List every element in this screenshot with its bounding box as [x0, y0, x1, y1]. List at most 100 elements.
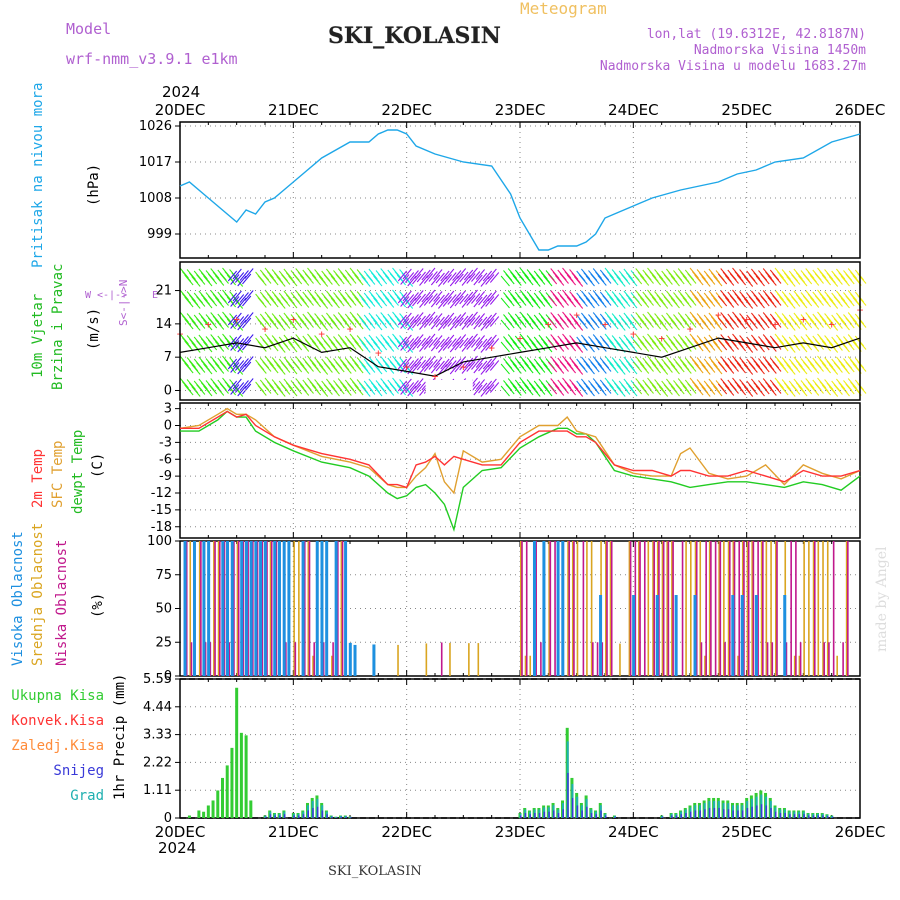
wind-label-1: 10m Vjetar [30, 294, 46, 378]
wind-barb [419, 363, 429, 374]
wind-barb [281, 384, 291, 395]
wind-barb [445, 312, 455, 324]
wind-barb [414, 290, 424, 301]
wind-barb [435, 360, 445, 372]
wind-barb [640, 341, 650, 352]
wind-barb [487, 356, 497, 368]
cloud-bar [554, 541, 556, 676]
cloud-bar [322, 642, 325, 676]
wind-barb [602, 361, 612, 372]
cloud-bar [331, 655, 333, 676]
wind-barb [404, 338, 415, 349]
wind-barb [475, 269, 485, 280]
wind-barb [342, 385, 352, 396]
wind-barb [471, 293, 481, 304]
wind-barb [590, 361, 600, 373]
wind-barb [463, 357, 474, 369]
wind-barb [663, 296, 673, 307]
wind-barb [663, 362, 673, 373]
wind-barb [798, 297, 808, 309]
cloud-bar [298, 541, 300, 676]
cloud-bar [540, 642, 542, 676]
wind-gust-mark: + [828, 318, 835, 331]
cloud-bar [790, 541, 792, 676]
cloud-bar [315, 541, 319, 676]
wind-barb [772, 383, 782, 394]
wind-barb [500, 297, 510, 309]
wind-barb [578, 384, 588, 395]
precip-conv-label: Konvek.Kisa [11, 713, 104, 729]
wind-barb [729, 273, 739, 284]
wind-barb [230, 318, 240, 329]
wind-barb [396, 318, 407, 330]
wind-barb [585, 319, 595, 331]
wind-barb [397, 292, 408, 304]
wind-barb [706, 384, 716, 395]
wind-barb [810, 385, 820, 396]
cloud-bar [714, 541, 717, 676]
wind-barb [640, 319, 650, 330]
wind-barb [438, 298, 448, 309]
temp-ytick-label: -15 [151, 503, 172, 518]
wind-barb [463, 291, 474, 303]
wind-barb [377, 317, 388, 329]
wind-barb [555, 341, 565, 352]
wind-barb [232, 312, 242, 324]
wind-barb [791, 340, 801, 351]
wind-barb [845, 339, 855, 351]
wind-barb [640, 275, 650, 286]
wind-barb [402, 268, 412, 280]
wind-barb [421, 313, 431, 325]
wind-barb [407, 319, 417, 331]
cloud-bar [571, 541, 574, 676]
wind-barb [524, 362, 534, 374]
wind-barb [354, 296, 364, 308]
wind-barb [478, 360, 488, 372]
wind-barb [300, 385, 310, 396]
cloud-bar [259, 541, 263, 676]
wind-barb [257, 385, 267, 396]
wind-barb [833, 274, 843, 285]
precip-snow-bar [775, 811, 777, 818]
wind-barb [304, 317, 314, 328]
wind-barb [361, 342, 371, 353]
wind-barb [454, 361, 464, 373]
wind-barb [706, 362, 716, 373]
wind-barb [786, 342, 796, 353]
wind-barb [232, 268, 242, 280]
wind-barb [400, 296, 410, 307]
wind-barb [276, 320, 286, 331]
wind-barb [810, 297, 820, 308]
precip-total-bar [235, 687, 239, 818]
wind-barb [536, 362, 546, 373]
wind-barb [651, 296, 662, 308]
precip-snow-bar [548, 811, 550, 818]
cloud-ytick-label: 100 [147, 534, 172, 549]
wind-barb [435, 272, 445, 284]
wind-barb [531, 342, 541, 353]
precip-ytick-label: 3.33 [143, 728, 172, 743]
wind-barb [755, 341, 765, 353]
wind-barb [713, 341, 723, 353]
cloud-bar [592, 642, 594, 676]
wind-barb [658, 276, 669, 287]
cloud-bar [762, 541, 764, 676]
temp-ytick-label: 0 [164, 419, 172, 434]
wind-barb [517, 361, 527, 372]
precip-snow-bar [316, 806, 319, 818]
wind-barb [597, 275, 607, 286]
wind-barb [257, 319, 267, 330]
wind-barb [543, 341, 553, 353]
wind-barb [226, 384, 237, 396]
wind-barb [487, 334, 497, 346]
wind-barb [389, 295, 399, 306]
wind-barb [748, 318, 758, 329]
cloud-bar [754, 595, 758, 676]
wind-frame [179, 261, 861, 401]
cloud-bar [183, 541, 187, 676]
cloud-bar [674, 595, 678, 676]
wind-barb [407, 275, 417, 287]
precip-snow-bar [274, 815, 276, 818]
wind-barb [385, 275, 395, 286]
wind-barb [478, 316, 488, 328]
